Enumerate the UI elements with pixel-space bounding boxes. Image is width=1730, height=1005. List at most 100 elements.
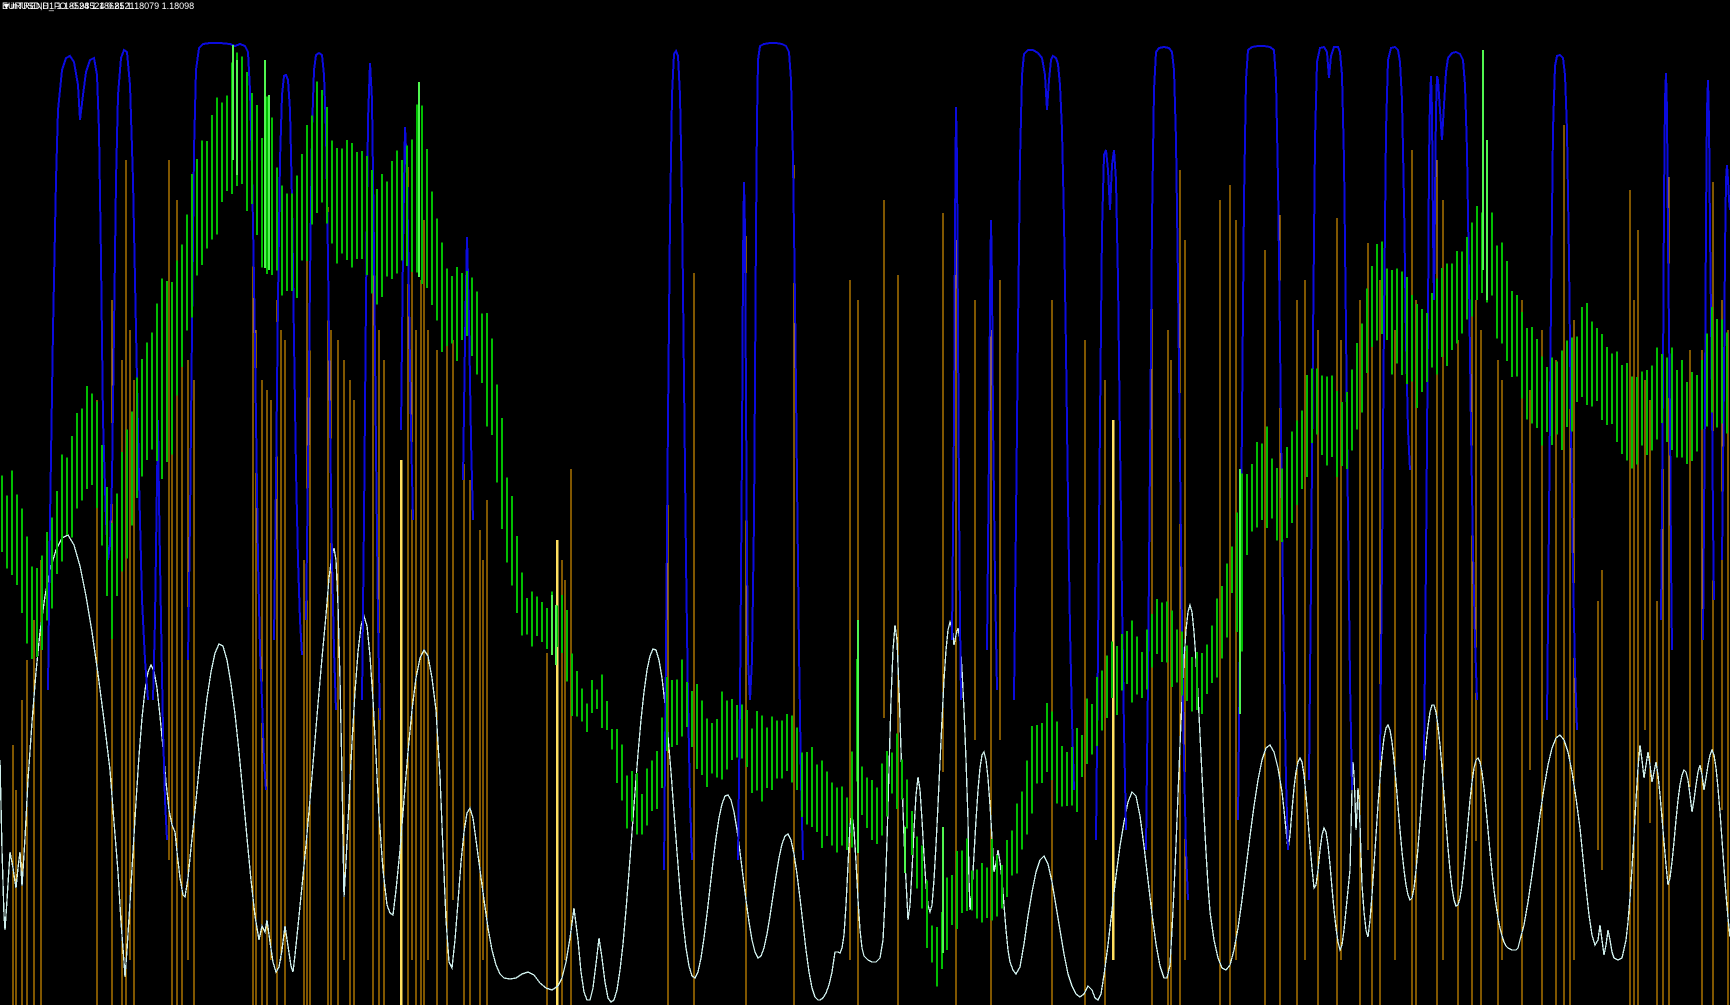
price-bar [601,674,603,728]
price-bar [806,751,808,825]
price-bar [931,925,933,963]
price-bar [271,117,273,275]
price-highlight-bars [232,45,1488,953]
price-bar [161,278,163,480]
price-bar [1141,651,1143,699]
price-bar [771,716,773,791]
price-bar [1716,318,1718,428]
price-bar [166,281,168,462]
price-bar [761,715,763,802]
price-bar [1026,760,1028,835]
price-bar [1306,374,1308,477]
price-bar [1341,401,1343,467]
price-bar [561,595,563,653]
price-bar [1506,260,1508,361]
price-bar [1691,371,1693,461]
price-bar [16,494,18,585]
price-bar [1726,332,1728,434]
price-bar [1591,321,1593,407]
price-bar [1276,468,1278,541]
price-bar [106,486,108,596]
price-bar [41,555,43,650]
price-bar [1196,651,1198,711]
price-bar [1491,212,1493,296]
price-bar [1291,431,1293,523]
price-bar [151,332,153,450]
price-bar [686,681,688,728]
price-bar [1131,620,1133,703]
price-bar [1226,563,1228,638]
price-bar [1321,375,1323,456]
price-bar [246,71,248,212]
price-bar [481,313,483,384]
price-bar [1566,340,1568,428]
price-bar [1441,267,1443,357]
price-bar [1356,343,1358,430]
price-bar [851,751,853,848]
price-bar [1436,278,1438,375]
price-bar [746,710,748,767]
price-bar [1171,610,1173,688]
price-bar [871,779,873,841]
price-bar [641,793,643,835]
price-bar [1616,351,1618,443]
price-bar [51,517,53,609]
price-bar [531,591,533,647]
price-bar [1581,307,1583,397]
price-bar [1206,644,1208,694]
price-bar [516,535,518,613]
price-bar [751,728,753,794]
price-bar [226,95,228,192]
price-bar [1501,242,1503,344]
price-bar [336,148,338,264]
price-bar [766,727,768,788]
price-bar [1381,241,1383,335]
price-bar [636,773,638,835]
price-bar [1526,328,1528,420]
price-bar [936,926,938,987]
price-bar [416,104,418,273]
price-bar [1016,803,1018,874]
price-bar [1331,375,1333,458]
price-bar [801,752,803,817]
price-bar [946,877,948,950]
price-bar [1571,337,1573,432]
price-bar [836,787,838,853]
price-bar [116,493,118,596]
price-bar [1346,391,1348,470]
price-bar [1286,447,1288,539]
price-bar [1166,601,1168,663]
price-bar [1666,357,1668,442]
price-bar [26,536,28,644]
price-bar [656,751,658,810]
price-bar [1656,347,1658,440]
price-bar [661,717,663,788]
price-bar [876,787,878,845]
price-bar [91,393,93,486]
price-bar [1281,468,1283,542]
price-bar [1421,309,1423,392]
price-bar [216,97,218,235]
price-bar [391,161,393,280]
price-bar [1556,361,1558,435]
price-bar [1051,711,1053,781]
price-bar [1706,333,1708,427]
price-bar [1521,311,1523,399]
price-bar [286,193,288,292]
price-bar [671,680,673,748]
price-bar [1211,625,1213,683]
price-bar [156,303,158,462]
price-bar [66,457,68,535]
price-bar [1011,830,1013,876]
price-bar [126,429,128,559]
price-bar [736,704,738,758]
price-bar [426,148,428,289]
price-bar [361,150,363,259]
price-bar [1671,347,1673,451]
price-bar [1561,350,1563,451]
price-bar [901,759,903,800]
price-bar [1606,347,1608,426]
price-bar [121,451,123,572]
price-bar [706,718,708,788]
